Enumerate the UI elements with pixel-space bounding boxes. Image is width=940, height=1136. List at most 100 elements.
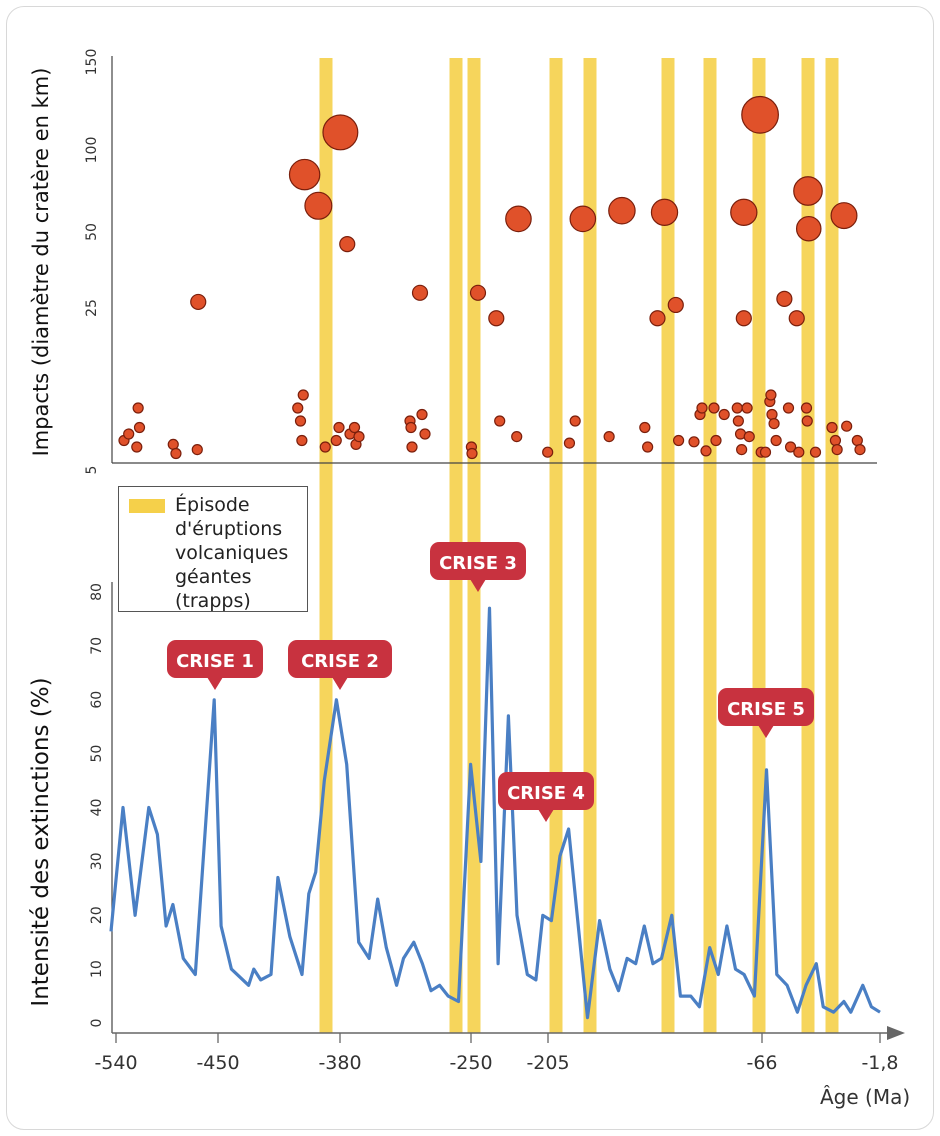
crise-label: CRISE 5 bbox=[718, 688, 814, 738]
crise-label-box bbox=[167, 640, 263, 678]
crise-label-box bbox=[718, 688, 814, 726]
impact-point bbox=[829, 434, 842, 447]
impact-point bbox=[191, 444, 203, 456]
impact-point bbox=[322, 114, 359, 151]
impact-point bbox=[353, 431, 365, 443]
legend-line-3: volcaniques bbox=[175, 542, 289, 564]
crise-label-text: CRISE 3 bbox=[439, 553, 517, 574]
impact-point bbox=[608, 196, 636, 225]
impact-point bbox=[708, 402, 720, 414]
impacts-y-tick-label: 50 bbox=[84, 223, 100, 241]
extinction-y-tick-label: 0 bbox=[89, 1019, 105, 1028]
impact-point bbox=[696, 402, 708, 414]
impact-point bbox=[784, 441, 797, 453]
volcanic-episode-band bbox=[801, 58, 815, 1033]
crise-label-box bbox=[430, 542, 526, 580]
extinction-y-tick-label: 80 bbox=[89, 583, 105, 601]
impact-point bbox=[854, 444, 866, 456]
impact-point bbox=[793, 446, 805, 458]
impact-point bbox=[770, 434, 782, 447]
x-tick-label: -66 bbox=[746, 1052, 777, 1074]
impact-point bbox=[288, 158, 321, 191]
impact-point bbox=[710, 434, 722, 447]
extinction-line bbox=[109, 606, 881, 1020]
impact-point bbox=[793, 176, 823, 206]
impact-point bbox=[411, 284, 429, 301]
impact-point bbox=[123, 428, 135, 440]
crise-label-box bbox=[288, 640, 392, 678]
impact-point bbox=[795, 215, 822, 242]
impact-point bbox=[170, 447, 182, 460]
impact-point bbox=[718, 408, 730, 421]
impact-point bbox=[830, 202, 858, 230]
extinction-y-tick-label: 30 bbox=[89, 852, 105, 870]
crise-annotations: CRISE 1 CRISE 2 CRISE 3 CRISE 4 CRISE 5 bbox=[167, 542, 814, 822]
impact-point bbox=[672, 434, 685, 447]
impact-point bbox=[296, 434, 308, 447]
crise-label-pointer bbox=[470, 579, 486, 592]
impact-point bbox=[732, 415, 744, 427]
x-tick-label: -250 bbox=[449, 1052, 492, 1074]
impact-point bbox=[339, 236, 356, 253]
impacts-y-axis-label: Impacts (diamètre du cratère en km) bbox=[29, 68, 53, 457]
crise-label-text: CRISE 1 bbox=[176, 651, 254, 672]
impact-point bbox=[405, 421, 417, 434]
impact-point bbox=[505, 205, 532, 233]
impact-point bbox=[569, 205, 597, 233]
impact-point bbox=[348, 421, 361, 434]
x-axis-label: Âge (Ma) bbox=[820, 1085, 910, 1109]
crise-label-pointer bbox=[758, 725, 774, 738]
impact-point bbox=[788, 310, 805, 327]
extinction-y-tick-label: 70 bbox=[89, 637, 105, 655]
impact-point bbox=[131, 441, 143, 453]
crise-label: CRISE 2 bbox=[288, 640, 392, 690]
impact-point bbox=[639, 421, 651, 434]
impact-point bbox=[569, 415, 581, 427]
legend-label: Épisode d'éruptions volcaniques géantes … bbox=[175, 493, 305, 613]
impact-point bbox=[494, 415, 506, 427]
impacts-chart: 150 100 50 25 5 Impacts (diamètre du cratère … bbox=[29, 49, 877, 474]
impact-point bbox=[469, 284, 487, 301]
impact-point bbox=[800, 402, 813, 414]
impact-point bbox=[736, 444, 748, 456]
x-tick-label: -205 bbox=[526, 1052, 569, 1074]
impact-point bbox=[826, 421, 838, 434]
impact-point bbox=[330, 434, 342, 447]
x-tick-label: -540 bbox=[94, 1052, 137, 1074]
crise-label-text: CRISE 5 bbox=[727, 699, 805, 720]
legend-episode-swatch bbox=[129, 499, 165, 513]
volcanic-episode-band bbox=[825, 58, 839, 1033]
impact-point bbox=[743, 431, 755, 443]
legend-line-2: d'éruptions bbox=[175, 518, 283, 540]
volcanic-episode-band bbox=[583, 58, 597, 1033]
impact-point bbox=[542, 446, 554, 458]
legend: Épisode d'éruptions volcaniques géantes … bbox=[118, 486, 308, 612]
impact-point bbox=[294, 415, 307, 427]
impact-point bbox=[700, 445, 712, 457]
crise-label-pointer bbox=[538, 809, 554, 822]
impact-point bbox=[731, 402, 743, 414]
extinction-y-axis-label: Intensité des extinctions (%) bbox=[28, 677, 54, 1006]
impacts-y-tick-label: 150 bbox=[84, 49, 100, 76]
crise-label-text: CRISE 2 bbox=[301, 651, 379, 672]
impacts-y-tick-label: 25 bbox=[84, 299, 100, 317]
crise-label: CRISE 4 bbox=[498, 772, 594, 822]
impact-point bbox=[466, 447, 478, 460]
crise-label: CRISE 1 bbox=[167, 640, 263, 690]
impact-point bbox=[776, 290, 793, 307]
impact-point bbox=[416, 408, 428, 421]
impact-point bbox=[809, 446, 822, 458]
impact-point bbox=[768, 418, 780, 430]
extinction-chart: 0 10 20 30 40 50 60 70 80 Intensité des extinctio… bbox=[28, 582, 905, 1074]
impact-point bbox=[133, 421, 146, 434]
impact-point bbox=[801, 415, 813, 427]
impact-point bbox=[667, 296, 684, 314]
impact-point bbox=[563, 437, 576, 449]
impact-point bbox=[406, 441, 418, 453]
legend-line-1: Épisode bbox=[175, 494, 250, 516]
impact-point bbox=[831, 444, 843, 456]
impact-point bbox=[765, 389, 777, 401]
crise-label-box bbox=[498, 772, 594, 810]
x-tick-label: -450 bbox=[196, 1052, 239, 1074]
